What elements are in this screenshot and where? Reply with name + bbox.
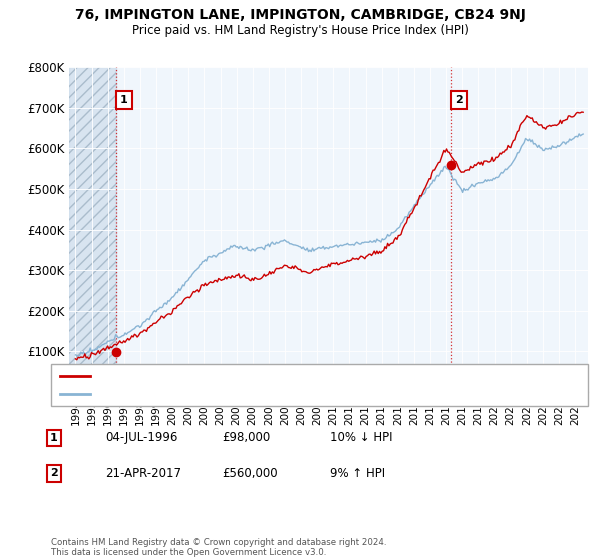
Bar [69,67,116,392]
Text: £98,000: £98,000 [222,431,270,445]
Text: 04-JUL-1996: 04-JUL-1996 [105,431,178,445]
Text: 1: 1 [120,95,128,105]
Text: 1: 1 [50,433,58,443]
Text: Price paid vs. HM Land Registry's House Price Index (HPI): Price paid vs. HM Land Registry's House … [131,24,469,36]
Text: 9% ↑ HPI: 9% ↑ HPI [330,466,385,480]
Text: 2: 2 [50,468,58,478]
Text: Contains HM Land Registry data © Crown copyright and database right 2024.
This d: Contains HM Land Registry data © Crown c… [51,538,386,557]
Text: 21-APR-2017: 21-APR-2017 [105,466,181,480]
Text: 76, IMPINGTON LANE, IMPINGTON, CAMBRIDGE, CB24 9NJ (detached house): 76, IMPINGTON LANE, IMPINGTON, CAMBRIDGE… [96,371,491,381]
Text: 2: 2 [455,95,463,105]
Text: HPI: Average price, detached house, South Cambridgeshire: HPI: Average price, detached house, Sout… [96,389,406,399]
Text: 10% ↓ HPI: 10% ↓ HPI [330,431,392,445]
Text: 76, IMPINGTON LANE, IMPINGTON, CAMBRIDGE, CB24 9NJ: 76, IMPINGTON LANE, IMPINGTON, CAMBRIDGE… [74,8,526,22]
Text: £560,000: £560,000 [222,466,278,480]
Bar [69,67,116,392]
